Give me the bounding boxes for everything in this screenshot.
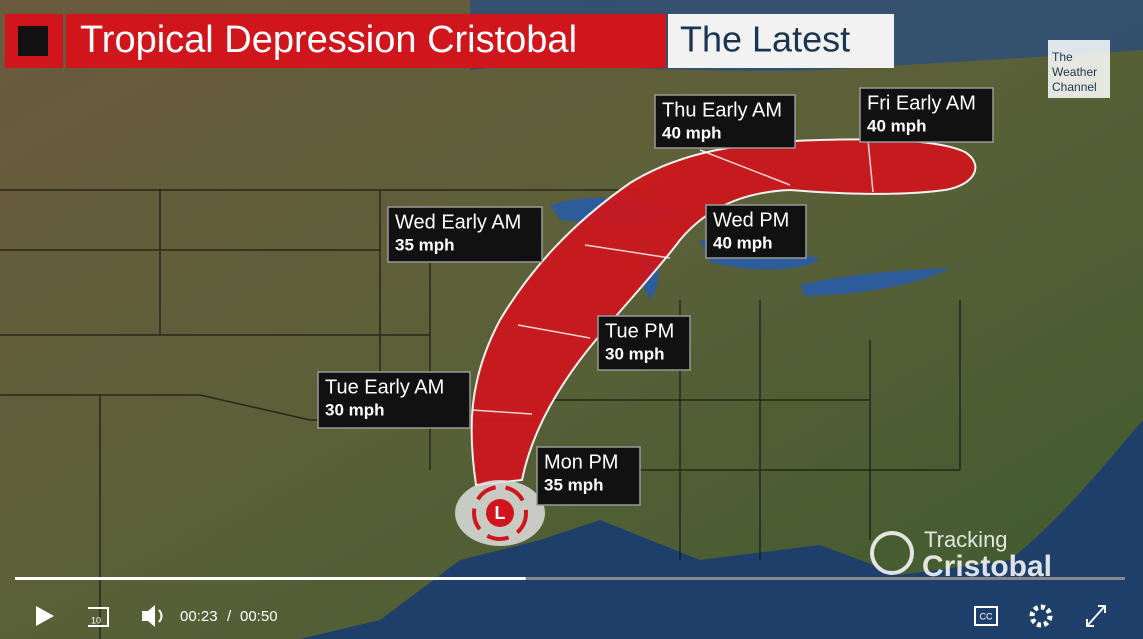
label-speed: 30 mph [605, 344, 665, 363]
logo-line: Weather [1052, 65, 1097, 79]
current-time: 00:23 [180, 608, 218, 625]
subtitle: The Latest [680, 19, 850, 60]
logo-line: Channel [1052, 80, 1097, 94]
logo-box [1048, 40, 1110, 98]
duration: 00:50 [240, 608, 278, 625]
forecast-cone [470, 138, 977, 487]
rewind-button[interactable] [88, 607, 109, 627]
label-box [705, 204, 807, 259]
subtitle-bar [668, 14, 894, 68]
label-time: Wed Early AM [395, 211, 521, 233]
captions-button[interactable] [974, 606, 998, 626]
label-box [597, 315, 691, 371]
label-time: Fri Early AM [867, 92, 976, 114]
rewind-seconds: 10 [91, 615, 101, 625]
captions-label: CC [980, 611, 993, 621]
label-speed: 40 mph [662, 123, 722, 142]
cone-dividers [471, 139, 874, 415]
storm-letter: L [495, 503, 506, 523]
storm-core [486, 499, 514, 527]
label-time: Tue Early AM [325, 376, 444, 398]
controls: 10 00:23 / 00:50 CC [36, 604, 1106, 628]
title-bar [66, 14, 666, 68]
storm-swirl [472, 485, 528, 541]
label-speed: 30 mph [325, 400, 385, 419]
label-speed: 40 mph [713, 233, 773, 252]
label-box [859, 87, 994, 143]
label-speed: 35 mph [395, 235, 455, 254]
title: Tropical Depression Cristobal [80, 19, 577, 61]
header-badge-square [18, 26, 48, 56]
label-time: Wed PM [713, 209, 789, 231]
logo-line: The [1052, 50, 1073, 64]
label-time: Tue PM [605, 320, 674, 342]
label-speed: 35 mph [544, 475, 604, 494]
fullscreen-button[interactable] [1086, 605, 1106, 627]
forecast-labels: Thu Early AM 40 mph Fri Early AM 40 mph Wed … [317, 87, 994, 506]
settings-button[interactable] [1029, 604, 1053, 628]
label-box [387, 206, 543, 263]
progress-played [15, 577, 526, 580]
label-box [654, 94, 796, 149]
state-borders [0, 189, 961, 639]
label-time: Mon PM [544, 451, 618, 473]
volume-button[interactable] [142, 605, 155, 627]
label-box [536, 446, 641, 506]
logo: The Weather Channel [1052, 50, 1097, 94]
branding-icon [870, 531, 914, 575]
play-button[interactable] [36, 606, 54, 626]
label-box [317, 371, 471, 429]
label-speed: 40 mph [867, 116, 927, 135]
time-separator: / [227, 608, 232, 625]
label-time: Thu Early AM [662, 99, 782, 121]
volume-wave [158, 609, 163, 623]
progress-track[interactable] [15, 577, 1125, 580]
branding-line1: Tracking [924, 527, 1008, 552]
storm-symbol: L [455, 480, 545, 546]
